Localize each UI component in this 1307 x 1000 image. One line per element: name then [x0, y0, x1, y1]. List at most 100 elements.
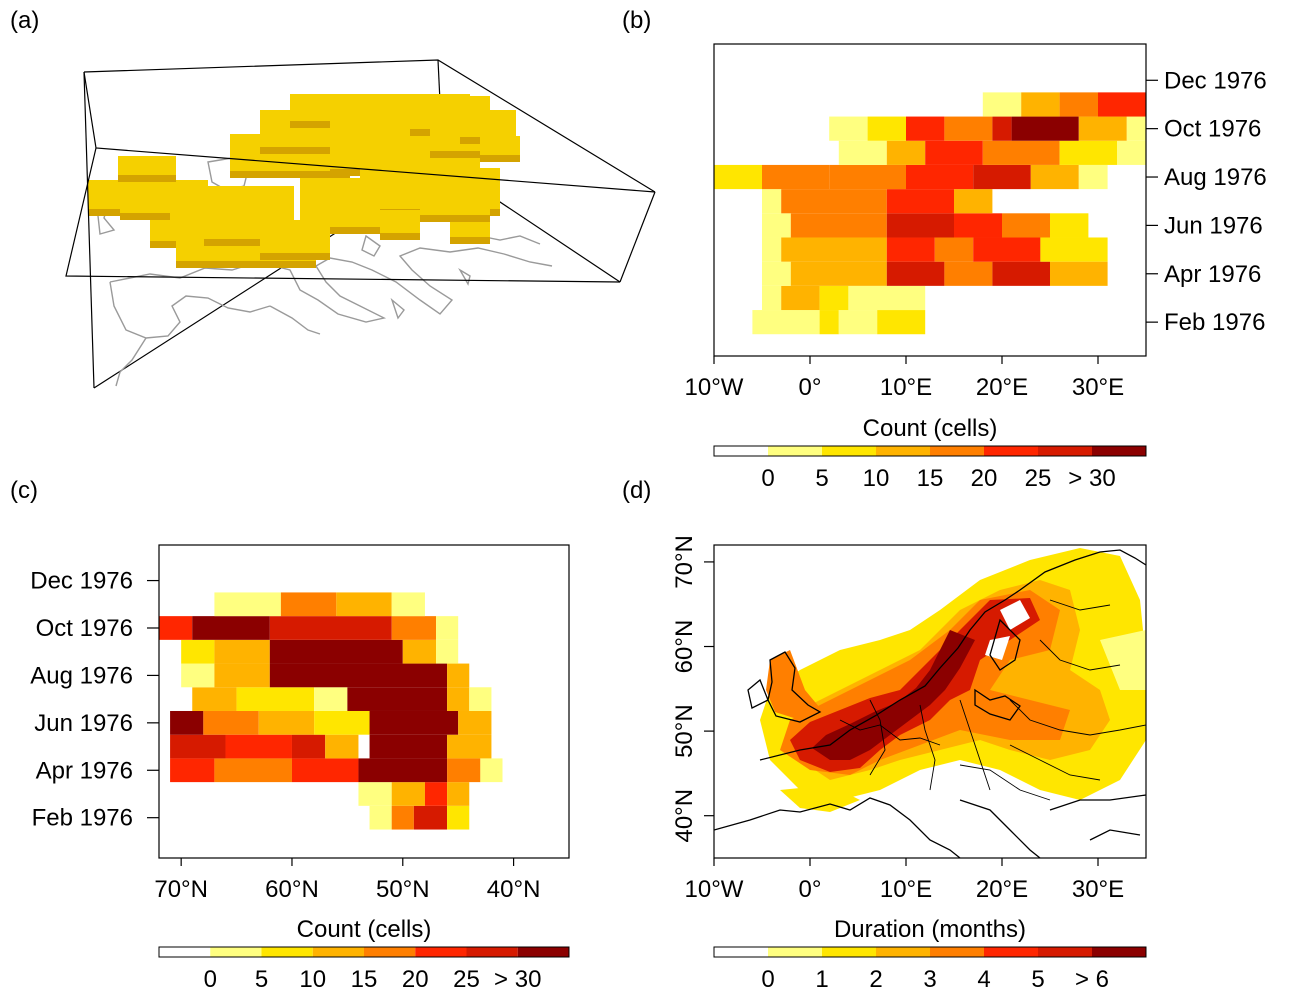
- heatmap-cell: [886, 237, 935, 262]
- voxel-block-shade: [260, 147, 390, 154]
- colorbar-swatch: [876, 947, 930, 957]
- colorbar-swatch: [1038, 446, 1092, 456]
- heatmap-cell: [402, 639, 437, 664]
- heatmap-cell: [1050, 213, 1089, 238]
- heatmap-cell: [369, 805, 392, 830]
- colorbar-tick-label: 20: [402, 966, 429, 993]
- heatmap-cell: [954, 189, 993, 214]
- heatmap-cell: [436, 616, 459, 640]
- heatmap-cell: [170, 758, 215, 783]
- panel-label-a: (a): [10, 7, 39, 34]
- colorbar-swatch: [364, 947, 416, 957]
- colorbar-swatch: [876, 446, 930, 456]
- y-tick-label: 40°N: [671, 789, 698, 843]
- heatmap-cell: [447, 663, 470, 688]
- heatmap-cell: [762, 237, 782, 262]
- colorbar-swatch: [768, 446, 822, 456]
- heatmap-cell: [886, 261, 945, 286]
- x-tick-label: 40°N: [487, 876, 541, 903]
- heatmap-cell: [944, 261, 993, 286]
- heatmap-cell: [269, 639, 403, 664]
- panel-label-d: (d): [622, 477, 651, 504]
- x-tick-label: 60°N: [265, 876, 319, 903]
- d-region-iberia-edge: [780, 785, 860, 812]
- heatmap-cell: [314, 687, 348, 711]
- y-tick-label: Apr 1976: [1164, 261, 1261, 288]
- c-colorbar: 0 5 10 15 20 25 > 30: [158, 946, 570, 993]
- y-tick-label: Dec 1976: [1164, 67, 1267, 94]
- colorbar-tick-label: 15: [351, 966, 378, 993]
- heatmap-cell: [1030, 164, 1079, 190]
- x-tick-label: 20°E: [976, 374, 1028, 401]
- colorbar-swatch: [984, 446, 1038, 456]
- heatmap-cell: [1059, 92, 1098, 117]
- voxel-block-shade: [118, 175, 176, 182]
- heatmap-cell: [447, 805, 470, 830]
- heatmap-cell: [982, 92, 1022, 117]
- c-heatmap-cells: [159, 592, 503, 830]
- d-duration-field: [760, 548, 1146, 812]
- y-tick-label: Feb 1976: [32, 805, 133, 832]
- heatmap-cell: [413, 805, 448, 830]
- colorbar-swatch: [159, 947, 211, 957]
- heatmap-cell: [391, 805, 414, 830]
- colorbar-tick-label: 4: [977, 966, 990, 993]
- colorbar-tick-label: 3: [923, 966, 936, 993]
- heatmap-cell: [214, 758, 292, 783]
- d-y-axis: 40°N 50°N 60°N 70°N: [671, 535, 714, 843]
- colorbar-swatch: [822, 446, 876, 456]
- heatmap-cell: [886, 140, 926, 165]
- heatmap-cell: [992, 261, 1050, 286]
- x-tick-label: 10°W: [685, 374, 744, 401]
- heatmap-cell: [848, 285, 926, 311]
- heatmap-cell: [829, 116, 868, 141]
- heatmap-cell: [214, 592, 281, 617]
- panel-d-duration-map: 10°W 0° 10°E 20°E 30°E 40°N 50°N 60°N 70°N Dura…: [671, 535, 1147, 993]
- heatmap-cell: [1002, 213, 1050, 238]
- colorbar-swatch: [415, 947, 467, 957]
- colorbar-tick-label: > 30: [494, 966, 541, 993]
- colorbar-swatch: [930, 446, 984, 456]
- colorbar-tick-label: > 30: [1068, 465, 1115, 492]
- colorbar-tick-label: 0: [761, 966, 774, 993]
- heatmap-cell: [886, 189, 954, 214]
- colorbar-swatch: [768, 947, 822, 957]
- heatmap-cell: [906, 116, 945, 141]
- heatmap-cell: [458, 710, 492, 735]
- panel-label-b: (b): [622, 7, 651, 34]
- colorbar-swatch: [466, 947, 518, 957]
- colorbar-swatch: [261, 947, 313, 957]
- panel-a-voxel-view: [65, 59, 656, 389]
- panel-b-longitude-time: 10°W 0° 10°E 20°E 30°E Dec 1976 Oct 1976 Aug 1…: [685, 43, 1267, 492]
- colorbar-frame: [713, 946, 1147, 958]
- x-tick-label: 0°: [799, 876, 822, 903]
- voxel-block-shade: [230, 171, 350, 178]
- y-tick-label: Feb 1976: [1164, 309, 1265, 336]
- d-coastlines: [714, 549, 1146, 858]
- heatmap-cell: [358, 782, 392, 806]
- y-tick-label: Aug 1976: [1164, 164, 1267, 191]
- voxel-block-shade: [204, 239, 294, 246]
- b-y-axis: Dec 1976 Oct 1976 Aug 1976 Jun 1976 Apr 1976…: [1146, 67, 1267, 336]
- heatmap-cell: [944, 116, 993, 141]
- heatmap-cell: [790, 213, 887, 238]
- voxel-block-shade: [420, 215, 490, 222]
- colorbar-swatch: [1092, 947, 1146, 957]
- heatmap-cell: [762, 164, 830, 190]
- heatmap-cell: [447, 782, 470, 806]
- heatmap-cell: [347, 687, 448, 711]
- y-tick-label: Oct 1976: [1164, 116, 1261, 143]
- voxel-block-shade: [176, 261, 316, 268]
- heatmap-cell: [1050, 261, 1108, 286]
- colorbar-swatch: [930, 947, 984, 957]
- heatmap-cell: [181, 639, 215, 664]
- heatmap-cell: [314, 710, 370, 735]
- heatmap-cell: [790, 261, 887, 286]
- heatmap-cell: [203, 710, 259, 735]
- d-plot-frame: [713, 544, 1147, 859]
- heatmap-cell: [391, 782, 425, 806]
- y-tick-label: 70°N: [671, 535, 698, 589]
- heatmap-cell: [934, 237, 974, 262]
- colorbar-swatch: [1038, 947, 1092, 957]
